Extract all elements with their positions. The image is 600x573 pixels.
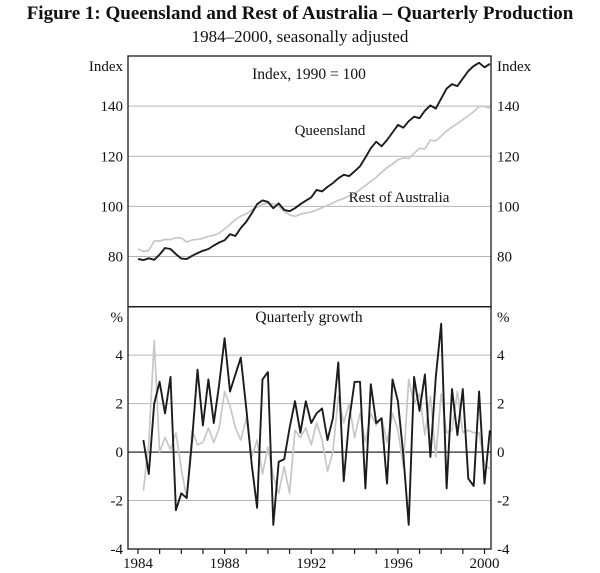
x-label-1984: 1984 [123, 556, 154, 572]
percent-unit-label-right: % [497, 310, 510, 326]
index-ytick-140-right: 140 [497, 99, 520, 115]
index-unit-label-right: Index [497, 59, 532, 75]
index-ytick-100-right: 100 [497, 199, 520, 215]
queensland-series-label: Queensland [295, 123, 366, 139]
growth-ytick--4-left: -4 [111, 542, 124, 558]
gridlines-layer [128, 105, 491, 502]
index-ytick-120-right: 120 [497, 149, 520, 165]
growth-ytick-2-right: 2 [497, 397, 505, 413]
x-label-1992: 1992 [296, 556, 326, 572]
index-ytick-100-left: 100 [101, 199, 124, 215]
panel-frames-layer [127, 55, 492, 550]
growth-panel-frame [127, 306, 492, 550]
index-ytick-80-right: 80 [497, 250, 512, 266]
growth-ytick-2-left: 2 [116, 397, 124, 413]
series-layer [137, 61, 491, 526]
growth-ytick-4-left: 4 [116, 348, 124, 364]
queensland-growth-line [142, 322, 491, 526]
figure-subtitle: 1984–2000, seasonally adjusted [192, 27, 409, 46]
x-axis-ticks-layer [137, 549, 486, 554]
x-label-1996: 1996 [383, 556, 414, 572]
index-ytick-80-left: 80 [108, 250, 123, 266]
growth-ytick-4-right: 4 [497, 348, 505, 364]
x-axis-labels-layer: 1984 1988 1992 1996 2000 [123, 556, 500, 572]
index-ytick-120-left: 120 [101, 149, 124, 165]
growth-ytick-0-left: 0 [116, 445, 124, 461]
growth-ytick--4-right: -4 [497, 542, 510, 558]
queensland-index-line [137, 61, 491, 262]
growth-panel-title: Quarterly growth [255, 309, 362, 326]
rest-of-australia-series-label: Rest of Australia [349, 190, 450, 206]
index-panel-title: Index, 1990 = 100 [252, 66, 366, 83]
index-panel-frame [127, 55, 492, 308]
x-label-2000: 2000 [470, 556, 500, 572]
rest-of-australia-index-line [137, 105, 491, 253]
growth-ytick--2-right: -2 [497, 494, 510, 510]
growth-ytick-0-right: 0 [497, 445, 505, 461]
figure-title: Figure 1: Queensland and Rest of Austral… [27, 3, 574, 24]
y-tick-labels-layer: 80 80 100 100 120 120 140 140 -4 -4 -2 -2 0 0 2 2 4 4 [101, 99, 520, 558]
index-unit-label-left: Index [89, 59, 124, 75]
percent-unit-label-left: % [111, 310, 124, 326]
index-ytick-140-left: 140 [101, 99, 124, 115]
x-label-1988: 1988 [210, 556, 240, 572]
growth-ytick--2-left: -2 [111, 494, 124, 510]
